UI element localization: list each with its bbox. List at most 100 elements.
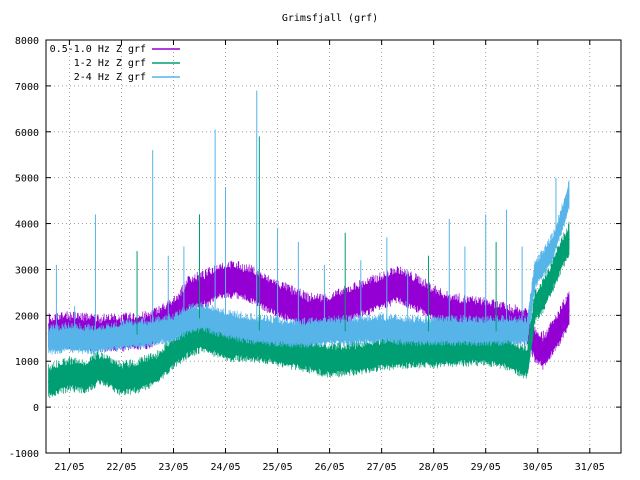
- series-1-point-11: [245, 344, 248, 346]
- series-2-point-5: [172, 328, 175, 330]
- series-1-point-22: [500, 351, 503, 353]
- series-2-point-25: [562, 213, 565, 216]
- series-2-point-0: [47, 339, 50, 342]
- series-0-point-27: [562, 319, 565, 321]
- series-1-point-16: [354, 358, 357, 360]
- series-1-point-0: [47, 381, 50, 383]
- series-1-point-25: [534, 305, 536, 307]
- series-2-point-4: [146, 332, 149, 335]
- series-0-point-7: [203, 289, 206, 291]
- series-noise-2: [48, 180, 570, 355]
- x-tick-label-3: 24/05: [210, 462, 240, 473]
- series-0-point-28: [568, 309, 570, 312]
- series-2-point-6: [188, 319, 190, 321]
- y-tick-label-6: 5000: [15, 174, 39, 185]
- series-2-point-23: [542, 264, 544, 266]
- series-2: [47, 180, 570, 355]
- series-2-point-12: [307, 332, 310, 335]
- chart-title: Grimsfjall (grf): [282, 13, 378, 24]
- series-0-point-13: [307, 312, 310, 314]
- x-tick-label-0: 21/05: [54, 462, 84, 473]
- series-2-point-26: [568, 195, 570, 197]
- series-2-point-13: [328, 330, 331, 333]
- series-1-point-9: [203, 335, 206, 337]
- series-1-point-18: [406, 351, 409, 353]
- spikes: [55, 90, 557, 341]
- x-axis: 21/05 22/05 23/05 24/05 25/05 26/05 27/05 28/05…: [54, 40, 605, 473]
- series-0-point-16: [380, 291, 383, 294]
- y-tick-label-9: 8000: [15, 36, 39, 47]
- series-1-point-15: [328, 360, 331, 363]
- series-2-point-10: [266, 330, 268, 333]
- series-1-point-10: [224, 344, 227, 346]
- y-axis: -1000 0 1000 2000 3000 4000 5000 6000 7000 8000: [9, 36, 621, 460]
- series-2-point-1: [68, 337, 71, 340]
- series-1-point-6: [157, 367, 159, 369]
- series-2-point-9: [245, 328, 248, 330]
- plot-series: [47, 90, 570, 399]
- series-1-point-19: [432, 351, 435, 353]
- series-2-point-15: [380, 328, 383, 330]
- x-tick-label-5: 26/05: [315, 462, 345, 473]
- series-1-point-1: [68, 374, 71, 376]
- legend-label-0: 0.5-1.0 Hz Z grf: [50, 44, 146, 55]
- series-0-point-15: [354, 300, 357, 303]
- series-1-point-29: [568, 238, 570, 241]
- y-tick-label-7: 6000: [15, 128, 39, 139]
- series-1-point-20: [458, 348, 461, 351]
- x-tick-label-2: 23/05: [158, 462, 188, 473]
- series-2-point-21: [526, 330, 529, 333]
- series-1-point-17: [380, 353, 383, 356]
- legend: 0.5-1.0 Hz Z grf 1-2 Hz Z grf 2-4 Hz Z g…: [50, 44, 180, 83]
- grid: [46, 40, 621, 453]
- series-0-point-8: [219, 280, 222, 282]
- series-2-point-18: [458, 330, 461, 333]
- series-1-point-8: [188, 339, 190, 342]
- series-1-point-2: [84, 376, 86, 379]
- y-tick-label-8: 7000: [15, 82, 39, 93]
- series-0-point-24: [534, 344, 536, 346]
- plot-frame: [45, 39, 622, 454]
- series-1-point-28: [562, 250, 565, 252]
- x-tick-label-7: 28/05: [419, 462, 449, 473]
- series-2-point-11: [287, 332, 289, 335]
- series-0-point-19: [443, 309, 445, 312]
- series-2-point-24: [552, 245, 555, 248]
- series-1-point-23: [510, 355, 513, 358]
- series-2-point-14: [354, 330, 357, 333]
- x-tick-label-6: 27/05: [367, 462, 397, 473]
- series-1-point-13: [287, 351, 289, 353]
- series-0-point-10: [250, 284, 253, 287]
- y-tick-label-1: 0: [33, 403, 39, 414]
- series-1-point-27: [552, 273, 555, 275]
- y-tick-label-4: 3000: [15, 265, 39, 276]
- series-0-point-26: [552, 337, 555, 340]
- series-1-point-21: [484, 348, 487, 351]
- x-tick-label-4: 25/05: [263, 462, 293, 473]
- series-2-point-22: [534, 273, 536, 275]
- series-1-point-5: [136, 376, 138, 379]
- series-0-point-17: [396, 284, 399, 287]
- legend-label-1: 1-2 Hz Z grf: [74, 58, 146, 69]
- series-0-point-12: [287, 303, 289, 305]
- series-0-point-9: [235, 280, 237, 282]
- y-tick-label-2: 1000: [15, 357, 39, 368]
- x-tick-label-10: 31/05: [575, 462, 605, 473]
- series-1-point-12: [266, 346, 268, 349]
- series-0-point-25: [542, 351, 544, 353]
- series-0-point-14: [328, 312, 331, 314]
- y-tick-label-3: 2000: [15, 311, 39, 322]
- series-0-point-18: [417, 293, 419, 296]
- series-1-point-7: [172, 351, 175, 353]
- x-tick-label-8: 29/05: [471, 462, 501, 473]
- series-2-point-7: [203, 316, 206, 319]
- series-line-1: [48, 239, 570, 383]
- series-0-point-6: [188, 293, 190, 296]
- series-2-point-17: [432, 330, 435, 333]
- series-1-point-26: [542, 296, 544, 298]
- series-1-point-14: [307, 355, 310, 358]
- series-1-point-4: [120, 378, 123, 381]
- x-tick-label-1: 22/05: [106, 462, 136, 473]
- series-1-point-3: [99, 367, 102, 369]
